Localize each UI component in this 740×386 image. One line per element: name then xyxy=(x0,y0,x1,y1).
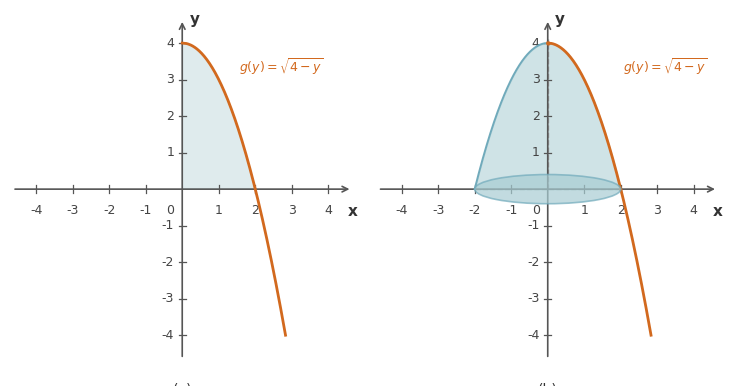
Text: -4: -4 xyxy=(162,329,174,342)
Text: -3: -3 xyxy=(528,292,539,305)
Text: 3: 3 xyxy=(288,205,296,217)
Text: 1: 1 xyxy=(215,205,223,217)
Text: 2: 2 xyxy=(252,205,259,217)
Text: 4: 4 xyxy=(166,37,174,49)
Text: $g(y) = \sqrt{4 - y}$: $g(y) = \sqrt{4 - y}$ xyxy=(622,56,707,77)
Ellipse shape xyxy=(474,174,621,204)
Text: 0: 0 xyxy=(166,205,174,217)
Text: 0: 0 xyxy=(532,205,539,217)
Text: -2: -2 xyxy=(528,256,539,269)
Text: -2: -2 xyxy=(162,256,174,269)
Text: 4: 4 xyxy=(532,37,539,49)
Text: -1: -1 xyxy=(528,219,539,232)
Text: -1: -1 xyxy=(162,219,174,232)
Text: 4: 4 xyxy=(690,205,698,217)
Text: (b): (b) xyxy=(538,383,558,386)
Text: -3: -3 xyxy=(67,205,79,217)
Text: 1: 1 xyxy=(580,205,588,217)
Text: (a): (a) xyxy=(172,383,192,386)
Text: -4: -4 xyxy=(30,205,42,217)
Text: x: x xyxy=(713,204,723,219)
Text: 1: 1 xyxy=(166,146,174,159)
Text: 1: 1 xyxy=(532,146,539,159)
Text: -2: -2 xyxy=(468,205,481,217)
Text: y: y xyxy=(555,12,565,27)
Text: 3: 3 xyxy=(166,73,174,86)
Text: -1: -1 xyxy=(505,205,517,217)
Text: -1: -1 xyxy=(140,205,152,217)
Text: 2: 2 xyxy=(166,110,174,123)
Text: 2: 2 xyxy=(532,110,539,123)
Text: y: y xyxy=(189,12,200,27)
Text: -4: -4 xyxy=(528,329,539,342)
Polygon shape xyxy=(182,43,255,189)
Text: 3: 3 xyxy=(653,205,662,217)
Text: 4: 4 xyxy=(324,205,332,217)
Text: -3: -3 xyxy=(162,292,174,305)
Text: 2: 2 xyxy=(617,205,625,217)
Text: 3: 3 xyxy=(532,73,539,86)
Text: -3: -3 xyxy=(432,205,444,217)
Text: x: x xyxy=(347,204,357,219)
Text: $g(y) = \sqrt{4 - y}$: $g(y) = \sqrt{4 - y}$ xyxy=(239,56,323,77)
Text: -2: -2 xyxy=(103,205,115,217)
Text: -4: -4 xyxy=(395,205,408,217)
